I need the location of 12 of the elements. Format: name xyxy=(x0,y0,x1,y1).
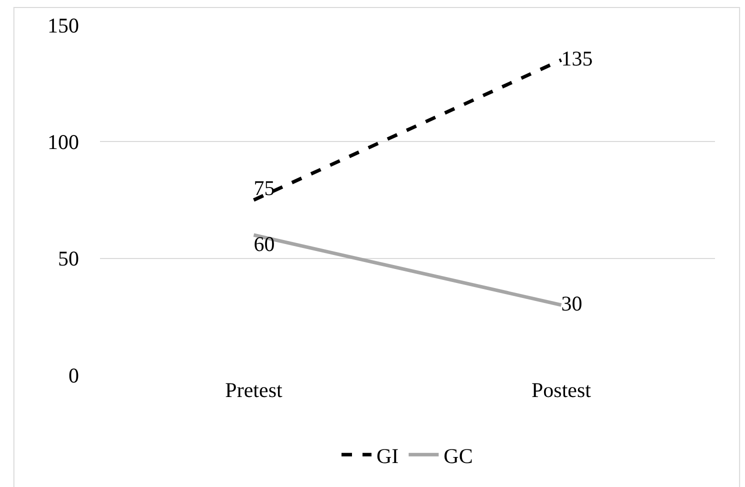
data-label: 60 xyxy=(254,232,275,256)
y-tick-label: 150 xyxy=(48,13,79,38)
y-tick-label: 100 xyxy=(48,130,79,154)
data-label: 75 xyxy=(254,176,275,200)
y-tick-label: 0 xyxy=(68,363,79,388)
data-label: 30 xyxy=(561,291,582,316)
data-label: 135 xyxy=(561,46,593,70)
x-tick-label: Postest xyxy=(531,378,592,402)
legend-label: GI xyxy=(376,444,399,468)
legend-label: GC xyxy=(444,444,473,468)
x-tick-label: Pretest xyxy=(225,378,282,402)
y-tick-label: 50 xyxy=(58,246,79,271)
